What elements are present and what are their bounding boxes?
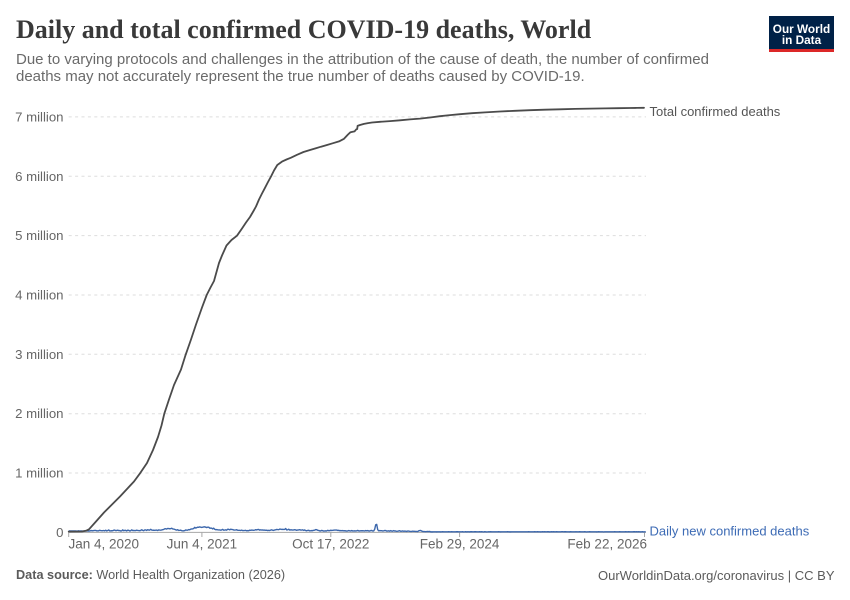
- svg-text:Total confirmed deaths: Total confirmed deaths: [650, 104, 781, 119]
- svg-text:6 million: 6 million: [15, 169, 63, 184]
- svg-text:1 million: 1 million: [15, 466, 63, 481]
- svg-text:Daily new confirmed deaths: Daily new confirmed deaths: [650, 524, 810, 539]
- svg-text:Feb 29, 2024: Feb 29, 2024: [420, 537, 500, 552]
- svg-text:4 million: 4 million: [15, 288, 63, 303]
- svg-text:Oct 17, 2022: Oct 17, 2022: [292, 537, 369, 552]
- svg-text:Feb 22, 2026: Feb 22, 2026: [567, 537, 647, 552]
- svg-text:0: 0: [56, 525, 63, 540]
- svg-text:Jun 4, 2021: Jun 4, 2021: [167, 537, 238, 552]
- svg-text:5 million: 5 million: [15, 228, 63, 243]
- svg-text:3 million: 3 million: [15, 347, 63, 362]
- svg-text:7 million: 7 million: [15, 109, 63, 124]
- svg-text:2 million: 2 million: [15, 406, 63, 421]
- svg-text:Jan 4, 2020: Jan 4, 2020: [69, 537, 140, 552]
